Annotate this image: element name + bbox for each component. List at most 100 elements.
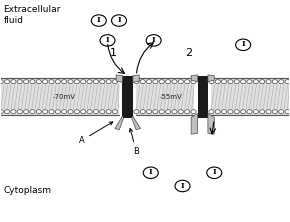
Bar: [197, 76, 208, 118]
Circle shape: [43, 80, 48, 84]
Circle shape: [260, 80, 265, 84]
Circle shape: [215, 110, 220, 114]
Circle shape: [247, 80, 252, 84]
Circle shape: [191, 110, 196, 114]
Circle shape: [36, 80, 41, 84]
Circle shape: [87, 110, 92, 114]
Circle shape: [191, 80, 196, 84]
Circle shape: [228, 80, 233, 84]
Circle shape: [266, 110, 271, 114]
Circle shape: [30, 80, 35, 84]
Circle shape: [253, 80, 258, 84]
Circle shape: [61, 80, 67, 84]
Circle shape: [11, 110, 16, 114]
Circle shape: [215, 80, 220, 84]
Circle shape: [235, 39, 251, 51]
Circle shape: [100, 80, 105, 84]
Circle shape: [178, 80, 183, 84]
Circle shape: [143, 167, 158, 178]
Circle shape: [87, 80, 92, 84]
Circle shape: [178, 110, 183, 114]
Circle shape: [11, 80, 16, 84]
Polygon shape: [208, 75, 214, 82]
Text: -70mV: -70mV: [53, 94, 76, 100]
Circle shape: [68, 110, 73, 114]
Bar: [211, 78, 289, 115]
Circle shape: [36, 110, 41, 114]
Circle shape: [134, 110, 139, 114]
Circle shape: [146, 80, 152, 84]
Circle shape: [240, 80, 246, 84]
Circle shape: [159, 110, 164, 114]
Circle shape: [285, 80, 290, 84]
Circle shape: [74, 80, 79, 84]
Circle shape: [146, 110, 152, 114]
Circle shape: [222, 80, 227, 84]
Circle shape: [172, 80, 177, 84]
Circle shape: [74, 110, 79, 114]
Circle shape: [55, 80, 60, 84]
Circle shape: [113, 80, 117, 84]
Circle shape: [146, 35, 161, 46]
Circle shape: [140, 80, 145, 84]
Circle shape: [266, 80, 271, 84]
Text: 1: 1: [110, 48, 117, 58]
Circle shape: [134, 80, 139, 84]
Circle shape: [113, 110, 117, 114]
Circle shape: [285, 110, 290, 114]
Polygon shape: [116, 75, 122, 82]
Circle shape: [279, 110, 284, 114]
Polygon shape: [191, 75, 197, 82]
Circle shape: [175, 180, 190, 192]
Circle shape: [81, 80, 86, 84]
Circle shape: [272, 110, 278, 114]
Text: I: I: [152, 36, 155, 44]
Circle shape: [153, 80, 158, 84]
Circle shape: [0, 80, 3, 84]
Circle shape: [93, 110, 99, 114]
Circle shape: [61, 110, 67, 114]
Text: Cytoplasm: Cytoplasm: [3, 186, 52, 195]
Circle shape: [209, 110, 214, 114]
Circle shape: [91, 15, 106, 26]
Circle shape: [55, 110, 60, 114]
Circle shape: [93, 80, 99, 84]
Circle shape: [279, 80, 284, 84]
Text: I: I: [149, 168, 153, 176]
Polygon shape: [208, 113, 214, 134]
Circle shape: [49, 110, 54, 114]
Text: I: I: [117, 16, 121, 24]
Circle shape: [43, 110, 48, 114]
Text: B: B: [129, 129, 139, 156]
Circle shape: [81, 110, 86, 114]
Text: I: I: [106, 36, 109, 44]
Circle shape: [100, 35, 115, 46]
Text: Extracellular
fluid: Extracellular fluid: [3, 5, 61, 25]
Circle shape: [272, 80, 278, 84]
Polygon shape: [132, 116, 140, 130]
Circle shape: [207, 167, 222, 178]
Circle shape: [4, 80, 10, 84]
Circle shape: [184, 110, 190, 114]
Circle shape: [247, 110, 252, 114]
Circle shape: [222, 110, 227, 114]
Circle shape: [106, 80, 111, 84]
Circle shape: [253, 110, 258, 114]
Circle shape: [240, 110, 246, 114]
Circle shape: [172, 110, 177, 114]
Circle shape: [166, 110, 171, 114]
Circle shape: [209, 80, 214, 84]
Circle shape: [0, 110, 3, 114]
Bar: [136, 78, 194, 115]
Circle shape: [23, 80, 29, 84]
Circle shape: [260, 110, 265, 114]
Circle shape: [100, 110, 105, 114]
Circle shape: [49, 80, 54, 84]
Circle shape: [184, 80, 190, 84]
Text: I: I: [241, 40, 245, 48]
Bar: [1, 78, 119, 115]
Circle shape: [17, 110, 22, 114]
Polygon shape: [191, 113, 197, 134]
Text: I: I: [97, 16, 101, 24]
Circle shape: [159, 80, 164, 84]
